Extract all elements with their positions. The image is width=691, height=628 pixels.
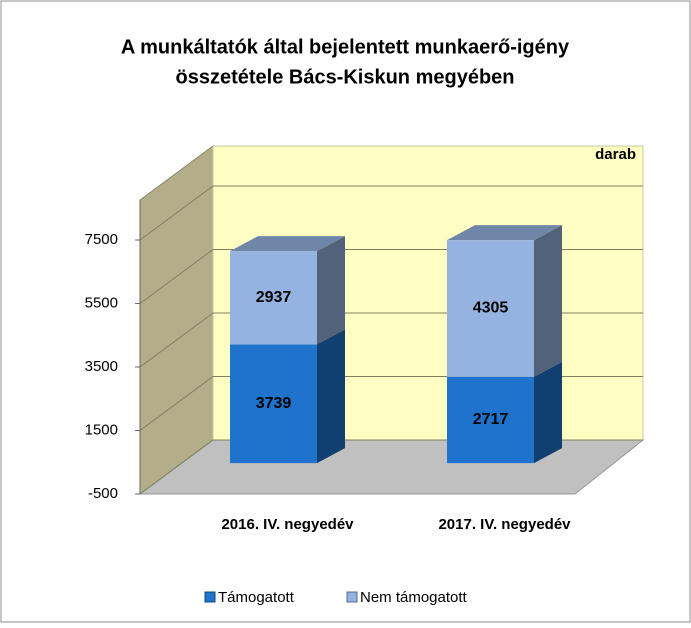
bar-side	[317, 329, 345, 464]
chart-title: összetétele Bács-Kiskun megyében	[175, 66, 514, 88]
legend-swatch	[346, 591, 358, 603]
bar-top	[447, 225, 562, 241]
y-tick-label: 3500	[85, 358, 118, 375]
bar	[447, 240, 534, 377]
data-label: 2717	[473, 411, 509, 428]
bar-side	[534, 361, 562, 464]
legend-swatch	[204, 591, 216, 603]
y-tick-label: 5500	[85, 294, 118, 311]
bar	[447, 376, 534, 464]
bar	[230, 344, 317, 464]
side-wall	[139, 145, 214, 495]
legend-label: Nem támogatott	[360, 589, 468, 606]
x-tick-label: 2016. IV. negyedév	[221, 516, 354, 533]
x-tick-label: 2017. IV. negyedév	[438, 516, 571, 533]
bar	[230, 251, 317, 345]
data-label: 4305	[473, 300, 509, 317]
y-tick-label: 1500	[85, 421, 118, 438]
plot-area: -500 1500 3500 5500 7500 2016. IV. negyedév 37…	[85, 145, 645, 533]
data-label: 2937	[256, 289, 292, 306]
unit-label: darab	[595, 146, 636, 163]
floor	[138, 439, 645, 495]
y-tick-label: 7500	[85, 231, 118, 248]
chart-title: A munkáltatók által bejelentett munkaerő…	[121, 36, 570, 58]
bar-side	[534, 225, 562, 377]
y-tick-label: -500	[88, 485, 118, 502]
data-label: 3739	[256, 395, 292, 412]
bar-side	[317, 236, 345, 345]
grid-line	[139, 185, 643, 241]
bar-top	[230, 236, 345, 252]
legend-label: Támogatott	[218, 589, 295, 606]
